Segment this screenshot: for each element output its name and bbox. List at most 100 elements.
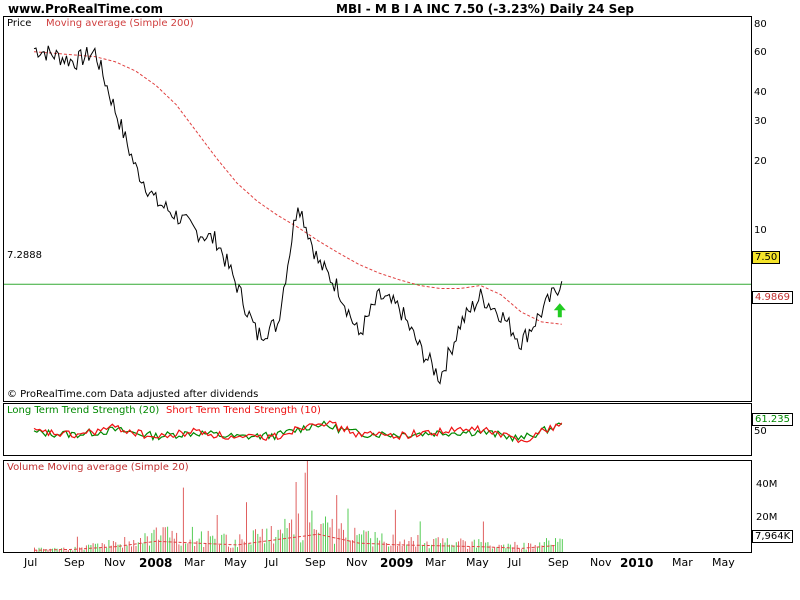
volume-bar: [83, 549, 85, 552]
volume-bar: [212, 535, 214, 552]
volume-panel[interactable]: Volume Moving average (Simple 20): [3, 460, 752, 553]
volume-bar: [390, 545, 392, 552]
volume-bar: [135, 546, 137, 552]
volume-bar: [273, 543, 275, 552]
volume-bar: [422, 545, 423, 552]
trend-strength-panel[interactable]: Long Term Trend Strength (20) Short Term…: [3, 403, 752, 456]
volume-bar: [72, 550, 74, 552]
volume-bar: [112, 541, 114, 552]
volume-bar: [49, 548, 51, 552]
volume-bar: [394, 509, 396, 552]
volume-bar: [509, 544, 511, 552]
volume-bar: [61, 548, 63, 552]
volume-bar: [417, 535, 419, 552]
volume-bar: [162, 527, 164, 552]
volume-bar: [381, 533, 383, 552]
volume-bar: [379, 540, 381, 552]
volume-bar: [388, 546, 390, 552]
volume-bar: [200, 531, 202, 552]
volume-bar: [467, 548, 469, 552]
volume-bar: [354, 527, 356, 552]
volume-tick-40m: 40M: [756, 479, 778, 490]
volume-bar: [410, 537, 412, 552]
up-arrow-icon: [553, 303, 566, 318]
volume-bar: [435, 538, 437, 552]
volume-bar: [306, 461, 308, 552]
volume-bar: [356, 535, 358, 552]
volume-bar: [525, 549, 527, 552]
volume-bar: [559, 538, 561, 552]
volume-bar: [555, 538, 556, 552]
volume-bar: [207, 530, 209, 552]
x-label-2009: 2009: [380, 556, 414, 570]
volume-bar: [198, 538, 200, 552]
volume-bar: [230, 547, 232, 552]
volume-bar: [126, 545, 128, 552]
price-tick-60: 60: [754, 47, 767, 58]
volume-bar: [318, 532, 320, 552]
volume-bar: [325, 516, 326, 552]
volume-bar: [500, 545, 502, 552]
volume-bar: [426, 541, 428, 552]
volume-bar: [446, 538, 448, 552]
volume-bar: [498, 544, 500, 552]
volume-bar: [444, 542, 446, 552]
volume-bar: [376, 537, 378, 552]
volume-bar: [106, 547, 108, 552]
volume-bar: [473, 539, 475, 552]
volume-bar: [155, 527, 157, 552]
volume-bar: [491, 548, 493, 552]
volume-bar: [458, 541, 459, 552]
volume-bar: [122, 547, 123, 552]
volume-bar: [453, 545, 455, 552]
volume-bar: [282, 533, 284, 552]
volume-bar: [343, 529, 344, 552]
x-label-nov-2007: Nov: [104, 556, 126, 569]
x-label-mar-2009: Mar: [425, 556, 446, 569]
volume-bar: [469, 546, 471, 552]
data-footer: © ProRealTime.com Data adjusted after di…: [7, 389, 259, 400]
volume-bar: [302, 540, 304, 552]
volume-chart: [33, 461, 563, 552]
volume-bar: [451, 544, 453, 552]
volume-bar: [221, 534, 223, 552]
x-label-may-2009: May: [466, 556, 489, 569]
site-title[interactable]: www.ProRealTime.com: [8, 2, 163, 16]
volume-bar: [160, 535, 162, 552]
volume-bar: [252, 530, 254, 552]
volume-bar: [257, 533, 259, 552]
volume-bar: [266, 528, 268, 552]
volume-bar: [494, 547, 496, 552]
volume-bar: [534, 545, 536, 552]
volume-bar: [363, 530, 365, 552]
volume-bar: [81, 547, 83, 552]
trend-tick-50: 50: [754, 426, 767, 437]
volume-bar: [153, 529, 155, 552]
volume-bar: [234, 539, 236, 552]
volume-bar: [171, 530, 173, 552]
volume-bar: [399, 541, 401, 552]
volume-bar: [485, 542, 487, 552]
volume-bar: [313, 529, 315, 552]
volume-bar: [518, 548, 520, 552]
price-panel[interactable]: Price Moving average (Simple 200) 7.2888…: [3, 16, 752, 402]
hline-label: 7.2888: [7, 250, 42, 261]
volume-bar: [246, 502, 247, 552]
volume-bar: [327, 522, 329, 552]
volume-bar: [47, 549, 49, 552]
volume-bar: [277, 529, 279, 552]
volume-bar: [191, 526, 193, 552]
volume-bar: [176, 532, 178, 552]
volume-bar: [309, 522, 311, 552]
volume-bar: [36, 550, 38, 552]
volume-bar: [537, 547, 538, 552]
x-label-sep-2008: Sep: [305, 556, 326, 569]
volume-ma-line: [33, 533, 556, 551]
volume-bar: [167, 526, 169, 552]
volume-bar: [259, 536, 261, 552]
volume-bar: [331, 518, 333, 552]
volume-bar: [79, 547, 81, 552]
volume-bar: [385, 543, 387, 552]
volume-bar: [261, 528, 263, 552]
volume-bar: [237, 547, 238, 552]
